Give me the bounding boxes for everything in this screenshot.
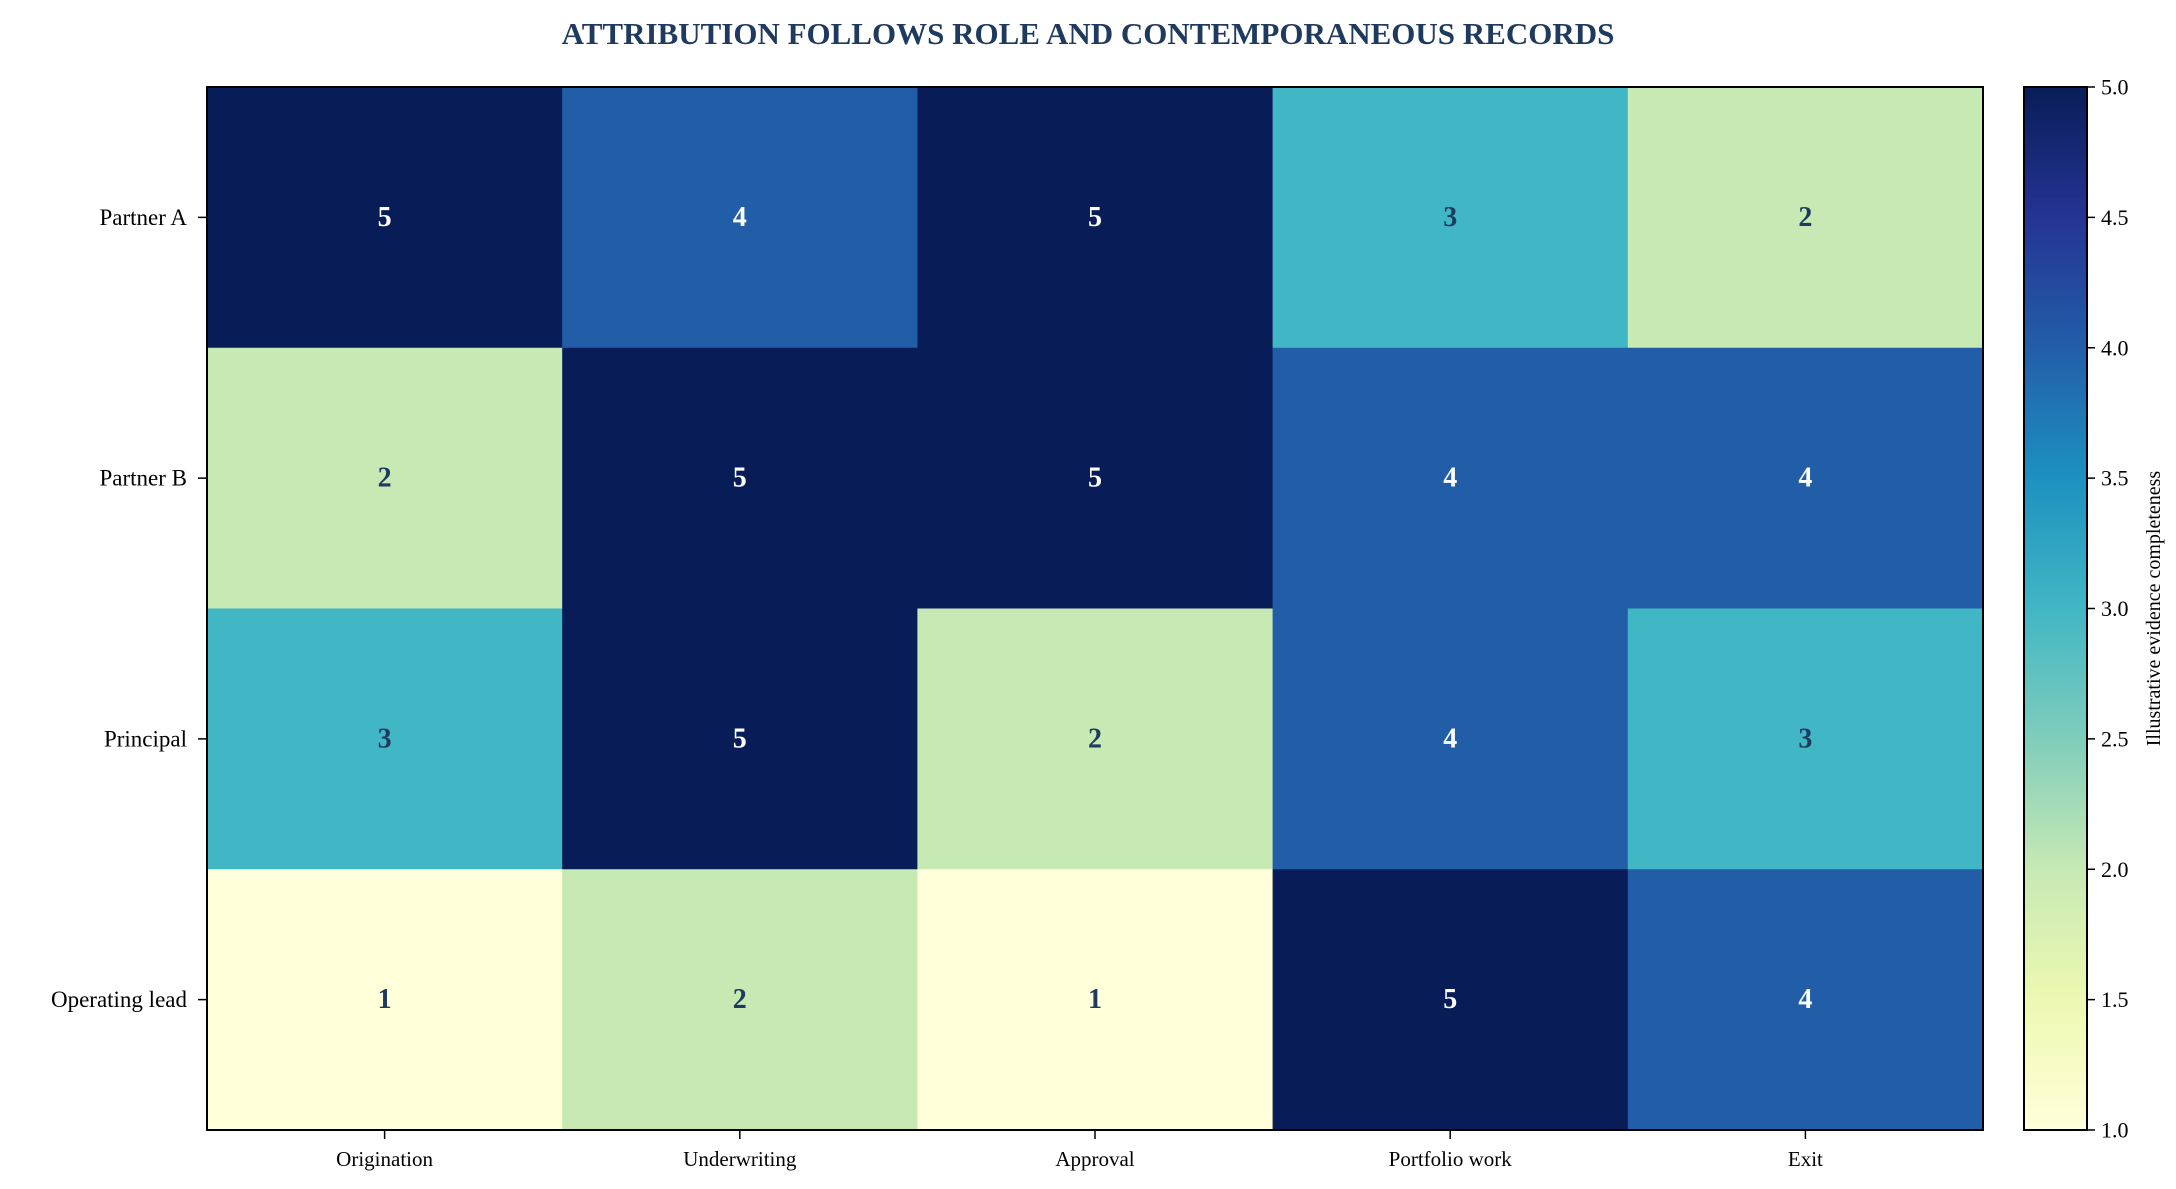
colorbar-tick-label: 5.0 [2101, 75, 2129, 100]
cell-value-label: 4 [1798, 984, 1812, 1015]
heatmap-value-labels: 5 4 5 3 2 2 5 5 4 4 3 5 2 4 3 1 2 1 5 4 [378, 202, 1813, 1015]
colorbar-tick-label: 3.0 [2101, 596, 2129, 621]
heatmap-cell [207, 347, 563, 609]
heatmap-cell [562, 347, 918, 609]
heatmap-cell [1272, 347, 1629, 609]
x-axis: Origination Underwriting Approval Portfolio… [336, 1130, 1823, 1171]
y-tick-label: Partner B [99, 466, 187, 491]
y-axis: Partner A Partner B Principal Operating lea… [51, 205, 207, 1012]
colorbar-tick-label: 4.0 [2101, 335, 2129, 360]
colorbar-tick-label: 1.5 [2101, 987, 2129, 1012]
cell-value-label: 3 [1798, 723, 1812, 754]
colorbar-label: Illustrative evidence completeness [2143, 471, 2165, 747]
heatmap-cell [1627, 869, 1984, 1131]
heatmap-cell [207, 87, 563, 349]
colorbar-tick-label: 2.0 [2101, 857, 2129, 882]
cell-value-label: 5 [1443, 984, 1457, 1015]
heatmap-cell [1627, 87, 1984, 349]
heatmap-cell [562, 608, 918, 870]
heatmap-cell [1627, 347, 1984, 609]
colorbar-tick-label: 2.5 [2101, 726, 2129, 751]
cell-value-label: 4 [1443, 463, 1457, 494]
cell-value-label: 3 [1443, 202, 1457, 233]
cell-value-label: 4 [1798, 463, 1812, 494]
heatmap-cell [917, 87, 1274, 349]
cell-value-label: 1 [1088, 984, 1102, 1015]
heatmap-cell [207, 869, 563, 1131]
colorbar [2024, 87, 2087, 1130]
heatmap-cell [1272, 87, 1629, 349]
cell-value-label: 5 [1088, 463, 1102, 494]
colorbar-tick-label: 4.5 [2101, 205, 2129, 230]
cell-value-label: 5 [1088, 202, 1102, 233]
heatmap-cell [917, 869, 1274, 1131]
heatmap-cell [562, 869, 918, 1131]
x-tick-label: Underwriting [683, 1147, 797, 1171]
colorbar-tick-label: 3.5 [2101, 466, 2129, 491]
heatmap-cell [917, 347, 1274, 609]
x-tick-label: Origination [336, 1147, 433, 1171]
x-tick-label: Approval [1055, 1147, 1134, 1171]
heatmap-cell [562, 87, 918, 349]
heatmap-cell [1272, 608, 1629, 870]
cell-value-label: 5 [378, 202, 392, 233]
heatmap-cell [207, 608, 563, 870]
colorbar-ticks: 1.0 1.5 2.0 2.5 3.0 3.5 4.0 4.5 5.0 [2087, 75, 2129, 1143]
heatmap-cell [1627, 608, 1984, 870]
cell-value-label: 1 [378, 984, 392, 1015]
x-tick-label: Portfolio work [1389, 1147, 1513, 1171]
cell-value-label: 4 [733, 202, 747, 233]
heatmap-cells [207, 87, 1984, 1131]
cell-value-label: 5 [733, 463, 747, 494]
cell-value-label: 2 [1798, 202, 1812, 233]
chart-title: ATTRIBUTION FOLLOWS ROLE AND CONTEMPORAN… [562, 16, 1615, 51]
heatmap-cell [1272, 869, 1629, 1131]
cell-value-label: 2 [733, 984, 747, 1015]
y-tick-label: Principal [104, 726, 187, 751]
y-tick-label: Partner A [99, 205, 187, 230]
cell-value-label: 4 [1443, 723, 1457, 754]
colorbar-tick-label: 1.0 [2101, 1118, 2129, 1143]
heatmap-cell [917, 608, 1274, 870]
x-tick-label: Exit [1788, 1147, 1823, 1171]
cell-value-label: 5 [733, 723, 747, 754]
y-tick-label: Operating lead [51, 987, 188, 1012]
cell-value-label: 3 [378, 723, 392, 754]
cell-value-label: 2 [378, 463, 392, 494]
cell-value-label: 2 [1088, 723, 1102, 754]
